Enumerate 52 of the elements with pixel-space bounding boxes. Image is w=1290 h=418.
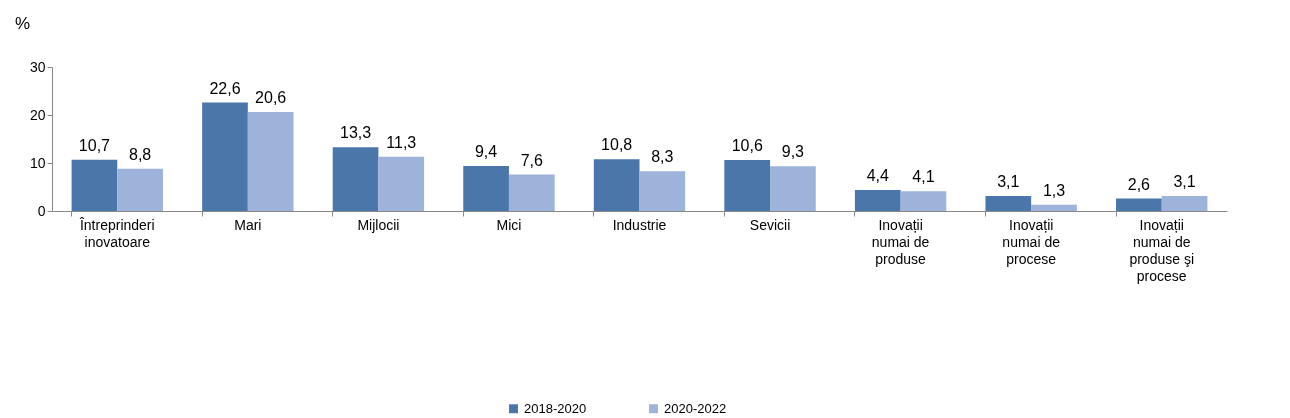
data-label: 10,6 — [731, 137, 763, 155]
bar — [332, 147, 379, 211]
data-label: 4,1 — [912, 168, 935, 186]
data-label: 2,6 — [1127, 175, 1151, 193]
data-label: 4,4 — [866, 166, 889, 184]
x-tick-label: Inovații numai de produse — [871, 216, 930, 267]
bar — [724, 160, 771, 211]
y-tick-label: 10 — [29, 154, 46, 171]
legend-label: 2018-2020 — [524, 400, 587, 416]
data-label: 11,3 — [386, 133, 417, 151]
bar — [1116, 198, 1162, 211]
bar — [593, 159, 640, 211]
bar — [202, 102, 248, 211]
data-label: 13,3 — [339, 124, 372, 142]
x-tick-label: Mijlocii — [357, 216, 400, 233]
data-label: 9,3 — [781, 143, 805, 161]
data-label: 10,7 — [78, 136, 111, 154]
bar — [247, 112, 294, 211]
data-label: 8,3 — [651, 148, 674, 166]
bar — [463, 165, 509, 211]
bar — [770, 166, 816, 211]
bar — [1161, 196, 1208, 211]
data-label: 3,1 — [997, 173, 1020, 191]
bar — [117, 168, 163, 211]
data-label: 7,6 — [520, 151, 544, 169]
x-tick-label: Inovații numai de produse şi procese — [1129, 216, 1195, 284]
bar — [985, 196, 1032, 211]
data-label: 8,8 — [129, 145, 152, 163]
bar — [71, 159, 118, 211]
bar — [639, 171, 686, 211]
bar — [378, 156, 425, 211]
x-tick-label: Mari — [234, 216, 262, 233]
x-tick-label: Întreprinderi inovatoare — [78, 216, 155, 250]
x-tick-label: Industrie — [612, 216, 667, 233]
data-label: 1,3 — [1042, 181, 1066, 199]
data-label: 20,6 — [255, 89, 287, 107]
data-label: 9,4 — [474, 142, 498, 160]
bar — [1031, 204, 1077, 211]
data-label: 22,6 — [209, 79, 241, 97]
y-tick-label: 30 — [29, 58, 46, 75]
bar — [508, 174, 555, 211]
legend-label: 2020-2022 — [664, 400, 727, 416]
y-tick-label: 20 — [29, 106, 46, 123]
bar — [854, 189, 901, 211]
y-axis-title: % — [14, 13, 31, 33]
x-tick-label: Mici — [496, 216, 522, 233]
data-label: 10,8 — [601, 136, 633, 154]
bar — [900, 191, 947, 211]
x-tick-label: Inovații numai de procese — [1002, 216, 1061, 267]
x-tick-label: Sevicii — [749, 216, 791, 233]
data-label: 3,1 — [1173, 173, 1196, 191]
y-tick-label: 0 — [37, 202, 46, 219]
